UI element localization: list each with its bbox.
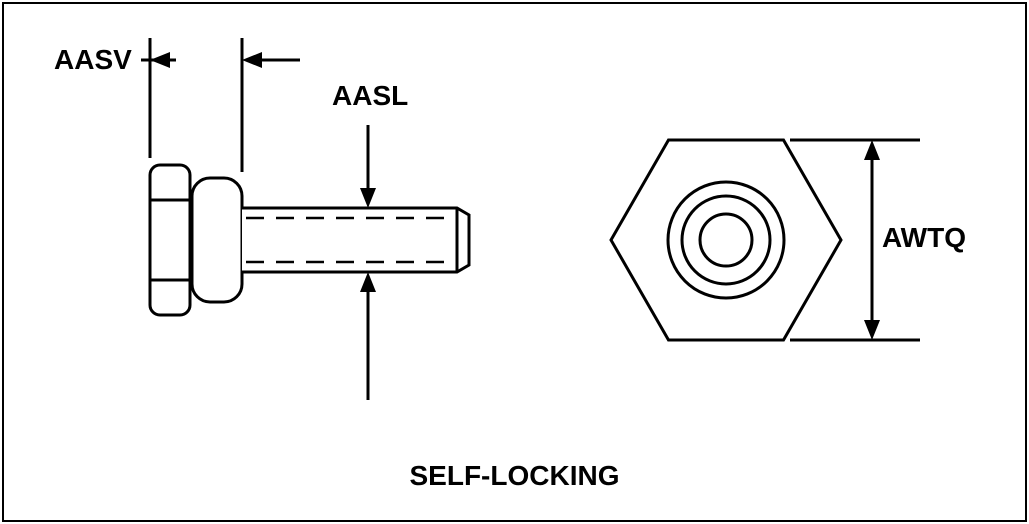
diagram-container: AASV AASL AWTQ SELF-LOCKING xyxy=(0,0,1029,524)
awtq-dimension xyxy=(0,0,1029,524)
label-awtq: AWTQ xyxy=(882,222,966,254)
label-aasl: AASL xyxy=(332,80,408,112)
label-aasv: AASV xyxy=(54,44,132,76)
caption: SELF-LOCKING xyxy=(0,460,1029,492)
